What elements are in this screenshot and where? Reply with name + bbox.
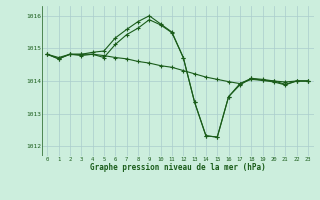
X-axis label: Graphe pression niveau de la mer (hPa): Graphe pression niveau de la mer (hPa) xyxy=(90,163,266,172)
